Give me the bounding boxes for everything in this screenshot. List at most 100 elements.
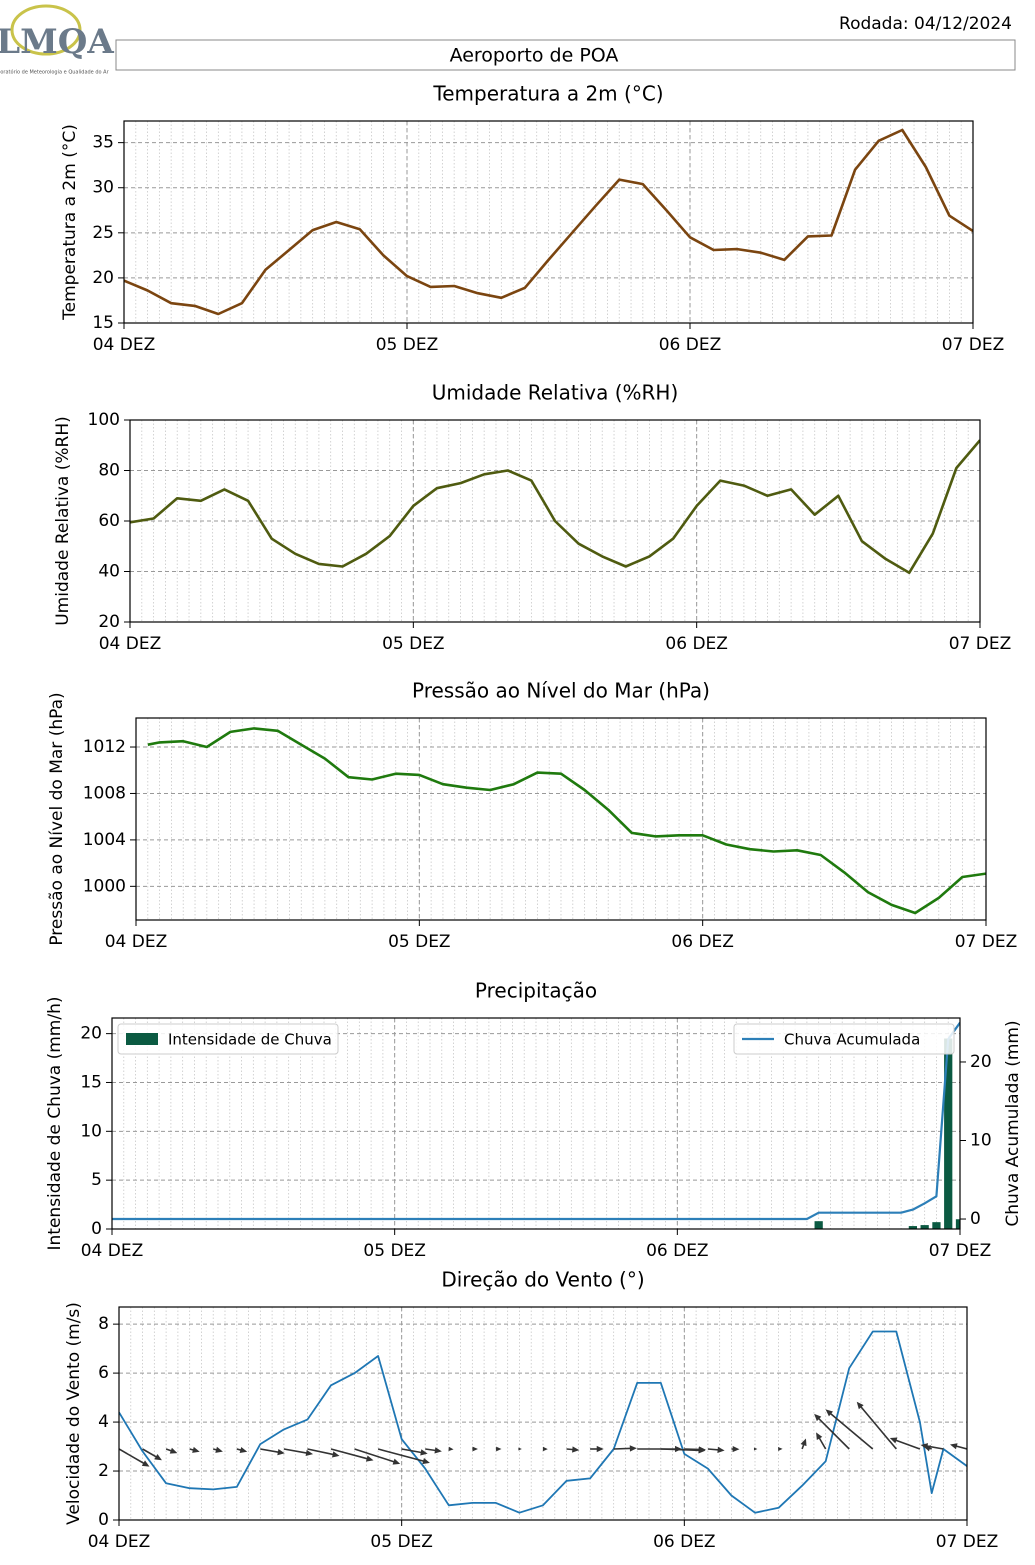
wind-arrow bbox=[707, 1446, 725, 1453]
chart: Direção do Vento (°) 04 DEZ 05 DEZ 06 DEZ 07… bbox=[64, 1268, 998, 1553]
wind-arrow bbox=[142, 1448, 162, 1461]
wind-arrow bbox=[472, 1446, 478, 1452]
x-tick-label: 07 DEZ bbox=[936, 1532, 999, 1552]
wind-arrow bbox=[825, 1409, 874, 1450]
y2-tick-label: 20 bbox=[970, 1052, 992, 1072]
x-tick-label: 07 DEZ bbox=[949, 634, 1012, 654]
arrow-head bbox=[698, 1446, 706, 1453]
arrow-shaft bbox=[354, 1448, 397, 1464]
chart-title: Umidade Relativa (%RH) bbox=[432, 381, 679, 405]
arrow-shaft bbox=[684, 1448, 702, 1451]
plot-area bbox=[112, 1022, 960, 1229]
plot-frame bbox=[111, 1017, 961, 1230]
y-tick-label: 15 bbox=[80, 1072, 102, 1092]
y-tick-label: 60 bbox=[98, 511, 120, 531]
legend-label: Intensidade de Chuva bbox=[168, 1031, 332, 1049]
arrow-head bbox=[717, 1446, 725, 1453]
chart-title: Precipitação bbox=[475, 979, 597, 1003]
y-tick-label: 35 bbox=[92, 133, 114, 153]
y-tick-label: 20 bbox=[98, 612, 120, 632]
y-tick-label: 0 bbox=[91, 1219, 102, 1239]
x-tick-label: 04 DEZ bbox=[99, 634, 162, 654]
wind-arrow bbox=[213, 1446, 223, 1453]
plot-frame bbox=[129, 419, 981, 623]
arrow-shaft bbox=[283, 1448, 310, 1455]
arrow-head bbox=[816, 1432, 823, 1441]
arrow-shaft bbox=[660, 1448, 702, 1452]
y-tick-label: 20 bbox=[80, 1024, 102, 1044]
run-label: Rodada: 04/12/2024 bbox=[839, 14, 1012, 34]
x-tick-label: 07 DEZ bbox=[942, 335, 1005, 355]
wind-arrow bbox=[354, 1448, 401, 1465]
chart: Pressão ao Nível do Mar (hPa) 04 DEZ 05 DE… bbox=[47, 679, 1017, 953]
chart: Precipitação 04 DEZ 05 DEZ 06 DEZ 07 DEZ 0 5 10… bbox=[45, 979, 1023, 1262]
arrow-head bbox=[392, 1458, 401, 1465]
rain-bar bbox=[944, 1038, 953, 1229]
x-tick-label: 07 DEZ bbox=[929, 1241, 992, 1261]
arrow-head bbox=[154, 1453, 162, 1461]
y-tick-label: 80 bbox=[98, 461, 120, 481]
data-line bbox=[147, 727, 986, 915]
wind-arrow bbox=[189, 1446, 200, 1453]
accum-line bbox=[112, 1022, 960, 1221]
y-tick-label: 15 bbox=[92, 313, 114, 333]
x-tick-label: 05 DEZ bbox=[388, 932, 451, 952]
y-tick-label: 6 bbox=[98, 1363, 109, 1383]
wind-arrow bbox=[814, 1413, 850, 1450]
arrow-head bbox=[192, 1446, 200, 1453]
wind-arrow bbox=[778, 1447, 783, 1451]
rain-bar bbox=[955, 1219, 960, 1229]
x-tick-label: 04 DEZ bbox=[105, 932, 168, 952]
arrow-head bbox=[800, 1438, 807, 1447]
station-box bbox=[115, 39, 1016, 71]
plot-area bbox=[119, 1330, 967, 1514]
arrow-head bbox=[305, 1449, 314, 1457]
arrow-shaft bbox=[119, 1448, 147, 1466]
data-line bbox=[124, 128, 973, 316]
arrow-head bbox=[434, 1447, 442, 1454]
arrow-shaft bbox=[401, 1448, 424, 1454]
y-tick-label: 25 bbox=[92, 223, 114, 243]
plot-area bbox=[147, 727, 986, 915]
data-line bbox=[130, 439, 980, 575]
y-tick-label: 8 bbox=[98, 1314, 109, 1334]
y-tick-label: 5 bbox=[91, 1170, 102, 1190]
x-tick-label: 06 DEZ bbox=[671, 932, 734, 952]
arrow-head bbox=[239, 1446, 248, 1454]
arrow-head bbox=[889, 1437, 898, 1444]
chart-title: Temperatura a 2m (°C) bbox=[432, 82, 663, 106]
y-tick-label: 40 bbox=[98, 562, 120, 582]
arrow-shaft bbox=[816, 1416, 850, 1450]
arrow-shaft bbox=[613, 1447, 633, 1450]
arrow-head bbox=[448, 1446, 454, 1452]
y-tick-label: 30 bbox=[92, 178, 114, 198]
rain-bar bbox=[908, 1226, 918, 1229]
chart: Umidade Relativa (%RH) 04 DEZ 05 DEZ 06 DEZ… bbox=[53, 381, 1011, 655]
wind-arrow bbox=[542, 1446, 548, 1452]
legend-box bbox=[733, 1023, 955, 1055]
wind-arrow bbox=[283, 1448, 314, 1457]
arrow-shaft bbox=[142, 1448, 159, 1459]
plot-area bbox=[130, 439, 980, 575]
x-tick-label: 06 DEZ bbox=[653, 1532, 716, 1552]
chart-title: Pressão ao Nível do Mar (hPa) bbox=[412, 679, 710, 703]
wind-arrow bbox=[731, 1445, 740, 1453]
arrow-shaft bbox=[893, 1438, 921, 1450]
y2-tick-label: 10 bbox=[970, 1131, 992, 1151]
arrow-head bbox=[215, 1446, 223, 1453]
x-tick-label: 05 DEZ bbox=[376, 335, 439, 355]
y-tick-label: 20 bbox=[92, 268, 114, 288]
arrow-head bbox=[949, 1443, 958, 1450]
arrow-head bbox=[629, 1445, 637, 1452]
rain-bar bbox=[814, 1221, 823, 1229]
arrow-head bbox=[920, 1443, 929, 1450]
arrow-head bbox=[572, 1446, 580, 1453]
arrow-head bbox=[732, 1445, 740, 1453]
y-tick-label: 10 bbox=[80, 1121, 102, 1141]
y-axis-label: Velocidade do Vento (m/s) bbox=[64, 1302, 84, 1525]
arrow-head bbox=[422, 1458, 430, 1465]
y-tick-label: 1000 bbox=[83, 876, 126, 896]
wind-arrow bbox=[613, 1445, 637, 1452]
wind-arrow bbox=[119, 1448, 150, 1467]
plot-frame bbox=[123, 120, 974, 324]
